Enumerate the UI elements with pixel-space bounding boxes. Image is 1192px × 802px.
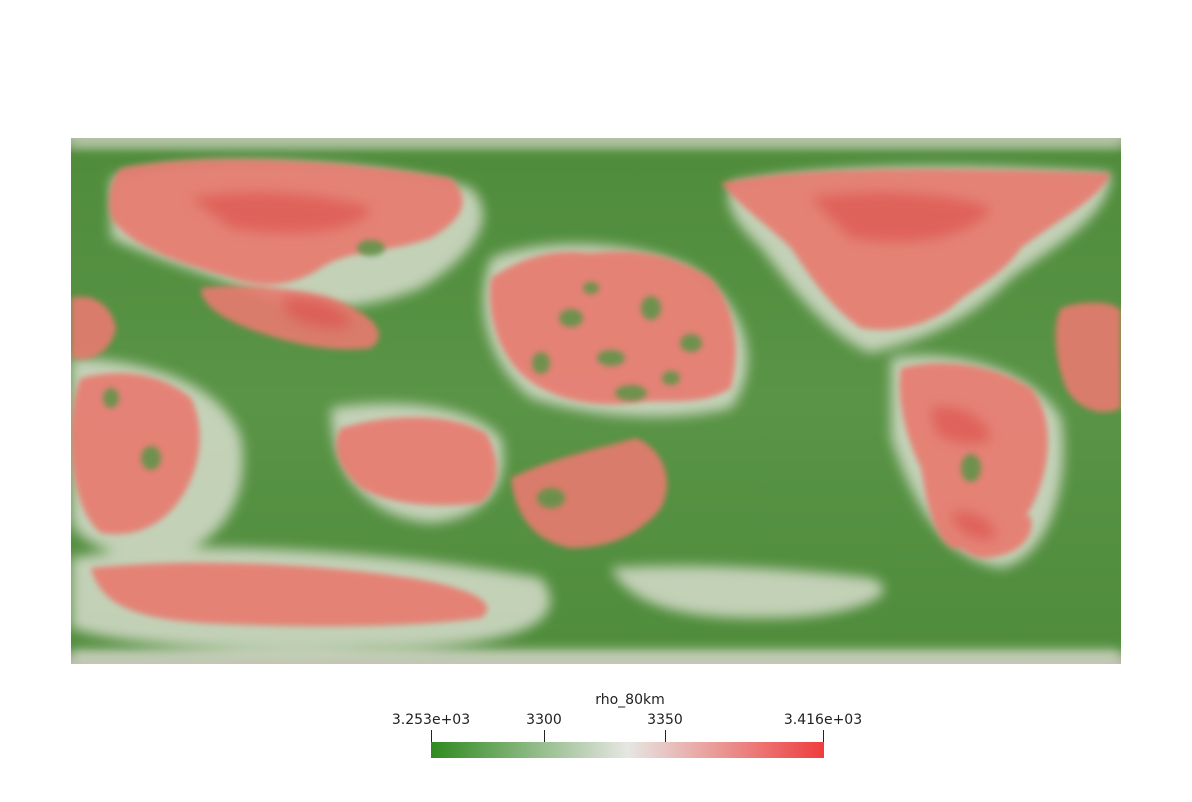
colorbar-max-label: 3.416e+03: [783, 712, 863, 728]
region-far-east: [1055, 302, 1121, 412]
colorbar-title: rho_80km: [595, 692, 665, 708]
low-density-patches: [103, 240, 981, 508]
colorbar-tick-label-3350: 3350: [647, 712, 683, 728]
region-south-band: [91, 562, 488, 627]
colorbar-gradient: [431, 742, 824, 758]
density-map: [71, 138, 1121, 664]
high-density-regions: [71, 159, 1121, 627]
region-northwest-ridge: [201, 286, 379, 350]
colorbar-tick-3350: [665, 730, 666, 744]
colorbar-tick-label-3300: 3300: [526, 712, 562, 728]
density-maxima: [191, 192, 996, 540]
colorbar-tick-min: [431, 730, 432, 744]
colorbar-min-label: 3.253e+03: [391, 712, 471, 728]
region-northeast: [721, 169, 1111, 330]
colorbar-legend: rho_80km 3.253e+03 3300 3350 3.416e+03: [370, 690, 890, 770]
colorbar-tick-max: [823, 730, 824, 744]
region-far-west: [71, 296, 116, 360]
region-central: [490, 251, 736, 405]
region-west: [71, 373, 200, 535]
colorbar-tick-3300: [544, 730, 545, 744]
region-south-mid: [511, 438, 667, 548]
map-canvas: [71, 138, 1121, 664]
region-south-central: [336, 417, 497, 506]
